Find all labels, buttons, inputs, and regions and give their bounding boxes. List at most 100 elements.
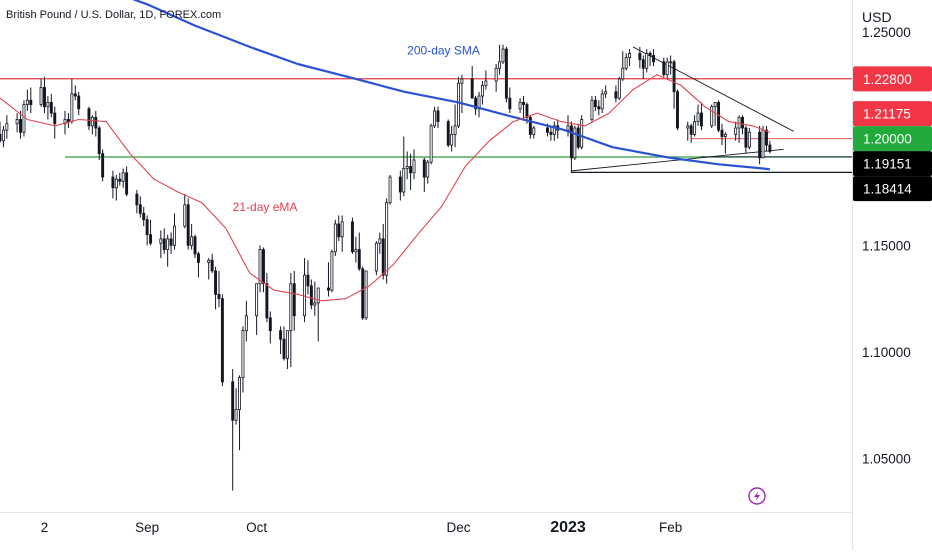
y-tick-label: 1.10000 xyxy=(862,345,911,360)
candle-2022-08-16 xyxy=(90,115,94,135)
candle-2022-09-26 xyxy=(231,369,235,491)
sma-200-line xyxy=(132,0,771,171)
candle-2022-12-15 xyxy=(504,46,508,103)
chart-title: British Pound / U.S. Dollar, 1D, FOREX.c… xyxy=(6,9,222,21)
candle-2022-12-09 xyxy=(484,70,488,90)
candle-2023-01-24 xyxy=(641,55,645,79)
candle-2023-01-02 xyxy=(566,115,570,137)
svg-text:1.22800: 1.22800 xyxy=(863,72,912,87)
candle-2023-01-12 xyxy=(600,89,604,114)
x-tick-label: 2023 xyxy=(550,519,586,536)
candle-2022-12-20 xyxy=(522,96,525,120)
candle-2022-09-19 xyxy=(207,258,211,280)
candle-2023-01-27 xyxy=(652,49,656,67)
candle-2022-08-24 xyxy=(118,172,122,186)
candle-2022-11-07 xyxy=(374,241,378,276)
candle-2023-02-21 xyxy=(737,115,741,143)
annotation-ema: 21-day eMA xyxy=(233,200,298,214)
candle-2023-01-06 xyxy=(580,115,584,150)
candle-2022-09-02 xyxy=(149,219,153,246)
candlesticks xyxy=(0,44,772,491)
candle-2022-11-15 xyxy=(402,136,406,197)
candle-2022-08-15 xyxy=(87,106,91,131)
ema-21-line xyxy=(0,74,771,302)
candle-2023-01-17 xyxy=(617,76,621,101)
candle-2022-08-25 xyxy=(121,168,125,188)
candle-2022-09-05 xyxy=(159,230,163,259)
currency-label[interactable]: USD xyxy=(862,9,892,25)
svg-text:1.18414: 1.18414 xyxy=(863,182,912,197)
candle-2022-11-28 xyxy=(446,119,450,148)
y-tick-label: 1.15000 xyxy=(862,238,911,253)
candle-2022-10-28 xyxy=(340,215,344,252)
candle-2023-01-09 xyxy=(590,96,594,122)
candle-2022-09-15 xyxy=(193,234,197,259)
candle-2023-02-14 xyxy=(713,102,717,126)
candle-2022-09-21 xyxy=(214,266,218,310)
candle-2022-09-01 xyxy=(145,215,149,246)
candle-2022-09-30 xyxy=(244,300,248,342)
candle-2022-12-06 xyxy=(474,96,478,116)
candle-2022-11-23 xyxy=(429,123,433,165)
candle-2022-07-22 xyxy=(5,115,9,139)
candle-2022-11-04 xyxy=(364,270,368,320)
candle-2022-08-30 xyxy=(138,196,142,218)
candle-2022-12-19 xyxy=(518,98,522,114)
candle-2022-08-04 xyxy=(49,93,53,118)
candle-2023-02-09 xyxy=(696,104,700,126)
candle-2022-09-23 xyxy=(220,294,224,387)
candle-2022-11-11 xyxy=(388,174,392,205)
candle-2022-10-18 xyxy=(306,260,310,295)
candle-2022-09-28 xyxy=(238,375,241,451)
candle-2023-02-28 xyxy=(761,125,765,159)
x-tick-label: 2 xyxy=(41,520,49,535)
candle-2023-02-06 xyxy=(686,121,690,141)
candle-2022-11-22 xyxy=(426,160,430,184)
candle-2022-07-27 xyxy=(22,100,26,137)
candle-2022-10-14 xyxy=(292,270,296,331)
candle-2022-11-09 xyxy=(381,224,385,280)
candle-2022-08-01 xyxy=(39,78,43,107)
candle-2022-11-25 xyxy=(436,106,440,128)
candle-2022-10-10 xyxy=(279,326,283,355)
candle-2023-03-02 xyxy=(768,140,772,154)
candle-2022-11-14 xyxy=(398,170,402,201)
x-tick-label: Feb xyxy=(659,520,682,535)
candle-2022-12-13 xyxy=(498,44,502,75)
candle-2022-08-02 xyxy=(43,76,46,114)
candle-2022-09-12 xyxy=(183,194,187,229)
candle-2022-09-20 xyxy=(210,253,214,274)
candle-2022-12-08 xyxy=(480,81,484,105)
horizontal-lines xyxy=(0,78,852,174)
price-label-1.20000: 1.20000 xyxy=(853,126,932,152)
flash-icon[interactable] xyxy=(748,487,766,505)
annotations: 200-day SMA 21-day eMA xyxy=(233,43,480,214)
candle-2022-10-24 xyxy=(327,262,330,297)
candle-2023-01-04 xyxy=(573,125,577,160)
time-axis[interactable]: 2 Sep Oct Dec 2023 Feb xyxy=(41,519,683,536)
candle-2023-01-16 xyxy=(614,85,618,103)
candle-2022-10-06 xyxy=(265,273,269,323)
candle-2023-01-11 xyxy=(597,100,601,116)
candle-2022-10-07 xyxy=(268,311,272,344)
candle-2022-11-01 xyxy=(354,236,358,263)
candle-2022-09-29 xyxy=(241,326,245,393)
candle-2023-02-27 xyxy=(758,125,762,165)
candle-2022-10-26 xyxy=(333,219,337,256)
candle-2022-07-21 xyxy=(1,125,5,148)
candle-2022-11-18 xyxy=(412,149,416,180)
candle-2022-09-27 xyxy=(234,388,238,425)
candle-2022-10-31 xyxy=(350,217,354,254)
candle-2022-11-16 xyxy=(405,151,409,180)
candle-2022-11-10 xyxy=(385,198,389,284)
annotation-sma: 200-day SMA xyxy=(407,43,480,57)
candle-2022-09-16 xyxy=(196,251,200,278)
candle-2022-10-27 xyxy=(337,215,341,242)
y-tick-label: 1.05000 xyxy=(862,452,911,467)
price-axis[interactable]: 1.25000 1.15000 1.10000 1.05000 1.22800 1.211… xyxy=(853,25,932,467)
moving-average-lines xyxy=(0,0,771,302)
candle-2022-08-05 xyxy=(53,106,57,139)
candle-2023-01-25 xyxy=(645,49,649,73)
